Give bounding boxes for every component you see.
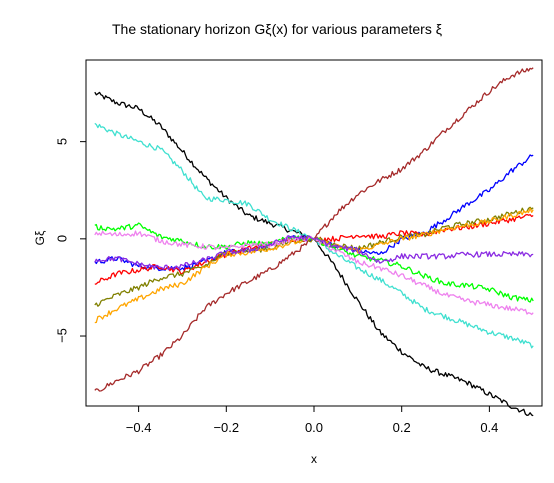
series-line-6 [94, 206, 534, 307]
series-line-1 [94, 91, 534, 417]
series-line-3 [94, 67, 534, 392]
x-tick-label: 0.2 [392, 420, 411, 435]
series-line-7 [94, 207, 534, 324]
x-axis-label: x [311, 452, 317, 466]
x-tick-label: 0.0 [304, 420, 324, 435]
x-tick-label: −0.4 [125, 420, 152, 435]
series-line-8 [94, 222, 534, 303]
y-axis-ticks [80, 141, 86, 337]
x-axis-ticks [138, 406, 490, 412]
series-layer [94, 67, 534, 417]
y-axis-label: Gξ [33, 230, 47, 246]
y-tick-label: 0 [54, 234, 70, 242]
chart-title: The stationary horizon Gξ(x) for various… [112, 21, 442, 37]
y-tick-label: −5 [54, 328, 70, 343]
series-line-10 [94, 235, 534, 271]
y-tick-label: 5 [54, 137, 70, 145]
series-line-9 [94, 230, 534, 316]
x-tick-label: −0.2 [213, 420, 240, 435]
x-tick-label: 0.4 [480, 420, 499, 435]
